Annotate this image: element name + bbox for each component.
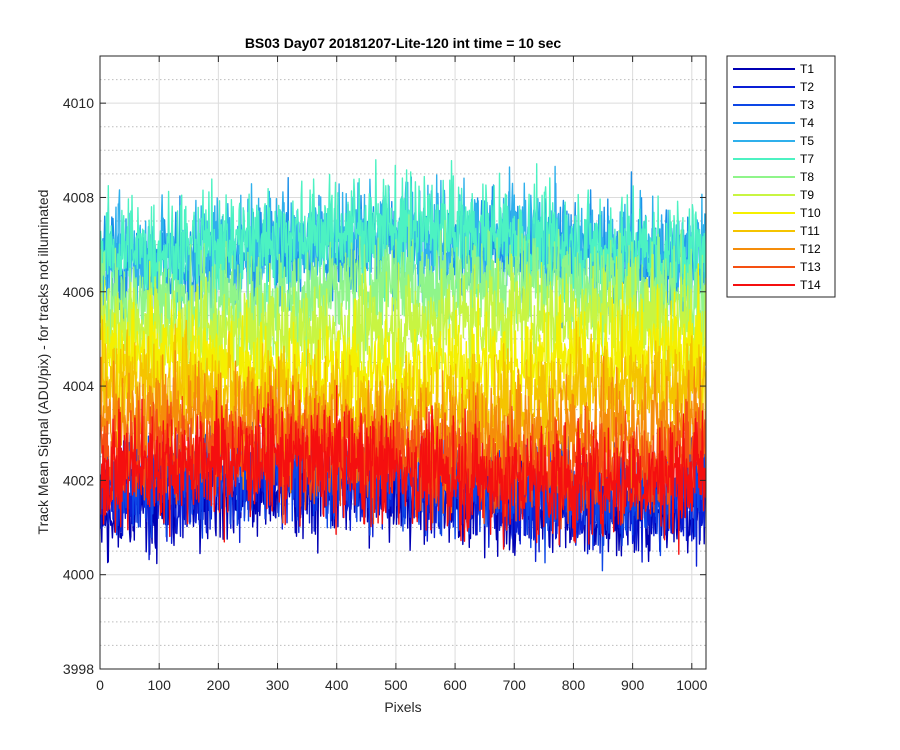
legend-label: T10 bbox=[800, 206, 821, 220]
legend-label: T1 bbox=[800, 62, 814, 76]
x-tick-label: 200 bbox=[207, 677, 231, 693]
legend-label: T12 bbox=[800, 242, 821, 256]
ticks: 0 100 200 300 400 500 600 700 800 900 1000 3998 4000… bbox=[63, 56, 708, 693]
series-lines bbox=[100, 159, 706, 572]
legend-label: T3 bbox=[800, 98, 814, 112]
chart-title: BS03 Day07 20181207-Lite-120 int time = … bbox=[245, 35, 562, 51]
y-tick-label: 3998 bbox=[63, 661, 94, 677]
y-tick-label: 4010 bbox=[63, 95, 94, 111]
legend-label: T2 bbox=[800, 80, 814, 94]
y-tick-label: 4008 bbox=[63, 189, 94, 205]
x-tick-label: 700 bbox=[503, 677, 527, 693]
legend-label: T14 bbox=[800, 278, 821, 292]
y-tick-label: 4002 bbox=[63, 472, 94, 488]
x-tick-label: 900 bbox=[621, 677, 645, 693]
x-tick-label: 100 bbox=[148, 677, 172, 693]
x-tick-label: 1000 bbox=[676, 677, 707, 693]
y-tick-label: 4006 bbox=[63, 284, 94, 300]
x-tick-label: 300 bbox=[266, 677, 290, 693]
y-tick-label: 4000 bbox=[63, 567, 94, 583]
x-tick-label: 0 bbox=[96, 677, 104, 693]
legend-label: T7 bbox=[800, 152, 814, 166]
legend-label: T13 bbox=[800, 260, 821, 274]
legend-label: T9 bbox=[800, 188, 814, 202]
x-tick-label: 600 bbox=[443, 677, 467, 693]
series-line-T11 bbox=[100, 309, 706, 489]
y-axis-label: Track Mean Signal (ADU/pix) - for tracks… bbox=[35, 190, 51, 535]
legend-label: T11 bbox=[800, 224, 820, 238]
plot-frame bbox=[99, 55, 707, 670]
x-tick-label: 800 bbox=[562, 677, 586, 693]
legend-label: T5 bbox=[800, 134, 814, 148]
y-tick-label: 4004 bbox=[63, 378, 94, 394]
legend-label: T4 bbox=[800, 116, 814, 130]
legend-label: T8 bbox=[800, 170, 814, 184]
series-line-T14 bbox=[100, 385, 706, 555]
x-axis-label: Pixels bbox=[384, 699, 421, 715]
series-line-T9 bbox=[100, 253, 706, 408]
x-tick-label: 500 bbox=[384, 677, 408, 693]
x-tick-label: 400 bbox=[325, 677, 349, 693]
legend: T1 T2 T3 T4 T5 T7 T8 T9 T10 T11 T12 T13 T14 bbox=[726, 55, 836, 298]
